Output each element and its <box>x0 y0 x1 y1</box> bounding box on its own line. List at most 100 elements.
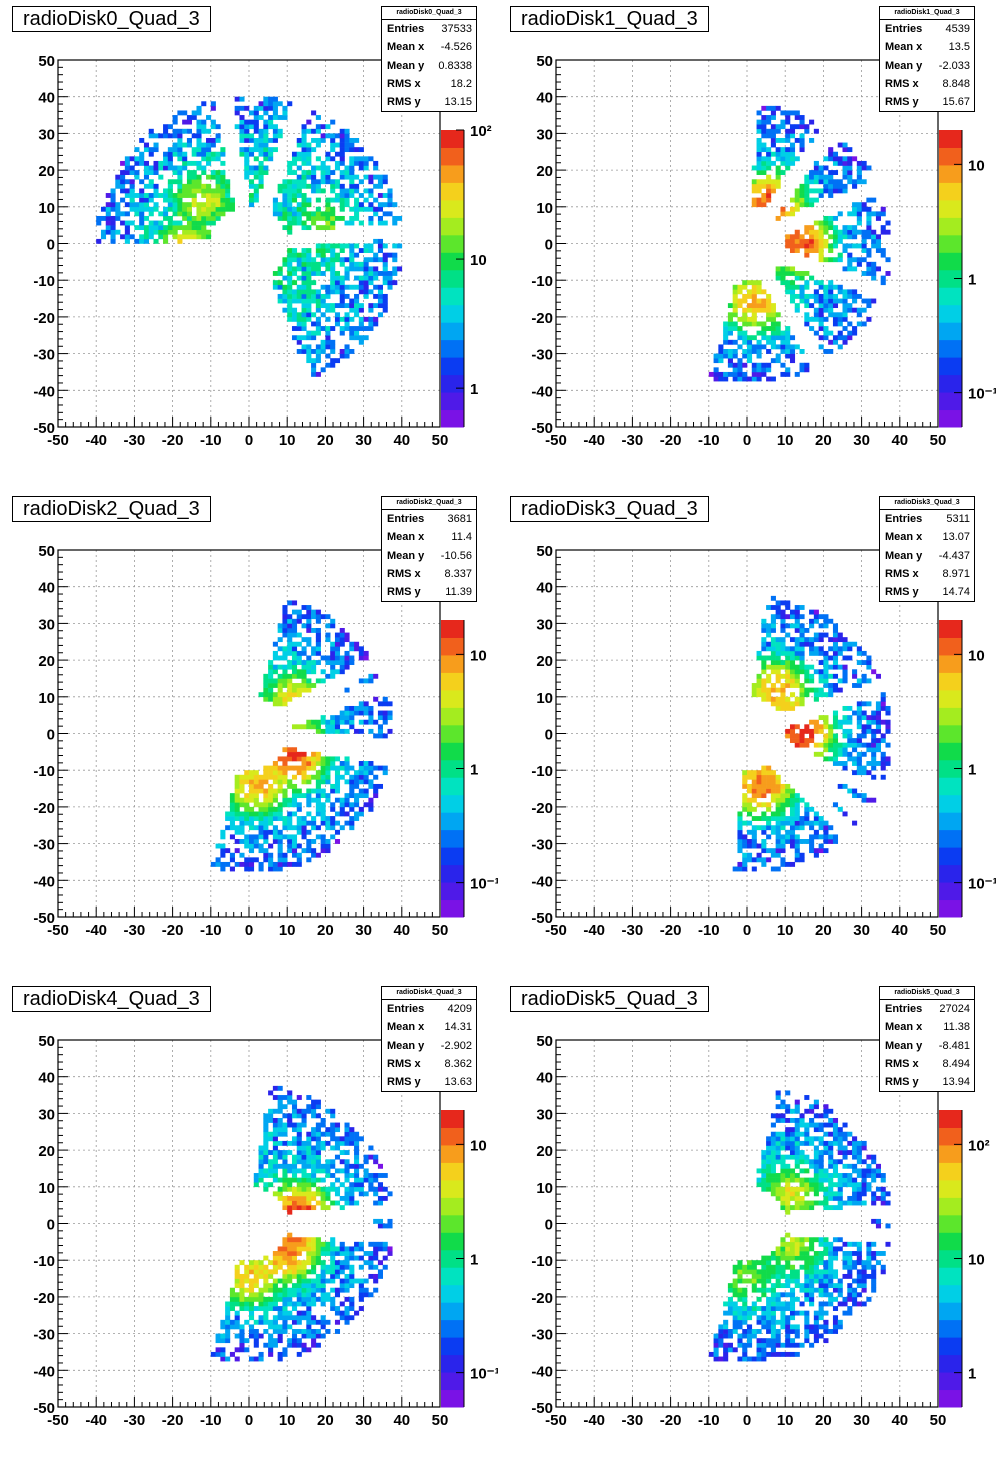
heatmap-cell <box>770 618 776 624</box>
heatmap-cell <box>282 825 288 831</box>
heatmap-cell <box>263 1113 269 1119</box>
heatmap-cell <box>334 142 341 148</box>
heatmap-cell <box>789 234 796 240</box>
heatmap-cell <box>315 183 321 189</box>
heatmap-cell <box>354 206 360 212</box>
heatmap-cell <box>770 783 776 789</box>
heatmap-cell <box>325 165 331 171</box>
heatmap-cell <box>315 1319 321 1325</box>
heatmap-cell <box>775 669 781 675</box>
heatmap-cell <box>861 206 867 212</box>
heatmap-cell <box>287 756 293 762</box>
heatmap-cell <box>258 101 264 107</box>
heatmap-cell <box>253 119 259 125</box>
heatmap-cell <box>799 637 805 643</box>
stats-box-header: radioDisk3_Quad_3 <box>880 497 974 510</box>
heatmap-cell <box>368 1241 374 1247</box>
heatmap-cell <box>315 371 321 377</box>
heatmap-cell <box>358 1136 364 1142</box>
heatmap-cell <box>880 229 886 235</box>
heatmap-cell <box>296 215 302 221</box>
heatmap-cell <box>330 664 336 670</box>
heatmap-cell <box>315 618 321 624</box>
heatmap-cell <box>330 133 336 139</box>
heatmap-cell <box>775 614 781 620</box>
heatmap-cell <box>124 188 130 194</box>
x-tick-label: 40 <box>891 922 908 939</box>
heatmap-cell <box>258 1154 264 1160</box>
heatmap-cell <box>387 701 393 707</box>
heatmap-cell <box>306 614 312 620</box>
heatmap-cell <box>349 1200 355 1206</box>
heatmap-cell <box>813 829 819 835</box>
heatmap-cell <box>780 701 786 707</box>
heatmap-cell <box>799 367 805 373</box>
heatmap-cell <box>296 1191 302 1197</box>
heatmap-cell <box>263 1264 269 1270</box>
heatmap-cell <box>799 687 805 693</box>
heatmap-cell <box>866 728 872 734</box>
heatmap-cell <box>334 655 341 661</box>
heatmap-cell <box>220 202 226 208</box>
heatmap-cell <box>315 330 321 336</box>
heatmap-cell <box>253 1182 259 1188</box>
heatmap-cell <box>775 816 781 821</box>
heatmap-cell <box>277 627 283 633</box>
heatmap-cell <box>287 646 293 652</box>
heatmap-cell <box>334 1310 341 1316</box>
heatmap-cell <box>373 1287 379 1293</box>
heatmap-cell <box>799 147 805 153</box>
heatmap-cell <box>789 124 796 130</box>
color-bar-segment <box>441 654 464 673</box>
heatmap-cell <box>306 344 312 350</box>
heatmap-cell <box>799 857 805 863</box>
heatmap-cell <box>301 1191 307 1197</box>
heatmap-cell <box>191 225 197 231</box>
heatmap-cell <box>799 193 805 198</box>
heatmap-cells <box>96 96 403 377</box>
heatmap-cell <box>785 600 791 606</box>
heatmap-cell <box>809 174 815 180</box>
heatmap-cell <box>373 1191 379 1197</box>
heatmap-cell <box>875 705 881 711</box>
heatmap-cell <box>875 715 881 721</box>
heatmap-cell <box>287 1292 293 1298</box>
heatmap-cell <box>263 820 269 826</box>
heatmap-cell <box>239 151 245 157</box>
heatmap-cell <box>239 1283 245 1289</box>
heatmap-cell <box>358 160 364 166</box>
heatmap-cell <box>315 719 321 725</box>
heatmap-cell <box>785 623 791 629</box>
heatmap-cell <box>287 1251 293 1256</box>
x-tick-label: -50 <box>545 432 567 449</box>
heatmap-cell <box>789 701 796 707</box>
heatmap-cell <box>344 1278 350 1284</box>
heatmap-cell <box>742 371 748 377</box>
color-bar-segment <box>939 620 962 638</box>
heatmap-cell <box>287 307 293 313</box>
heatmap-cell <box>354 174 360 180</box>
heatmap-cell <box>320 252 326 258</box>
heatmap-cell <box>866 770 872 776</box>
heatmap-cell <box>852 202 858 208</box>
heatmap-cell <box>344 303 350 309</box>
heatmap-cell <box>377 220 383 226</box>
heatmap-cell <box>139 215 145 221</box>
heatmap-cell <box>263 1145 269 1151</box>
heatmap-cell <box>775 344 781 350</box>
heatmap-cell <box>842 742 848 748</box>
heatmap-cell <box>354 1131 360 1137</box>
color-bar-segment <box>939 130 962 148</box>
heatmap-cell <box>249 820 255 826</box>
heatmap-cell <box>268 1296 274 1302</box>
heatmap-cell <box>291 170 298 175</box>
heatmap-cell <box>320 806 326 812</box>
heatmap-cell <box>296 1237 302 1243</box>
heatmap-cell <box>315 1241 321 1247</box>
heatmap-cell <box>818 646 824 652</box>
heatmap-cell <box>282 761 288 766</box>
heatmap-cell <box>282 1127 288 1133</box>
stats-row: Entries 3681 <box>382 510 476 528</box>
heatmap-cell <box>785 280 791 286</box>
heatmap-cell <box>105 193 111 198</box>
